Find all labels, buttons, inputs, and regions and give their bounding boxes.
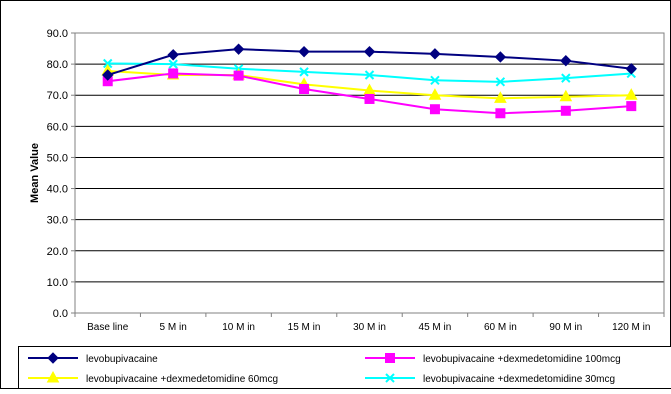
y-tick-label: 30.0 [47, 215, 68, 227]
legend: levobupivacaine levobupivacaine +dexmedet… [19, 347, 671, 389]
x-tick-label: 120 M in [612, 322, 650, 333]
legend-label: levobupivacaine [86, 354, 158, 365]
x-tick-label: 15 M in [288, 322, 321, 333]
data-point [496, 109, 505, 118]
legend-marker [386, 354, 395, 363]
legend-label: levobupivacaine +dexmedetomidine 30mcg [423, 374, 615, 385]
y-axis-label: Mean Value [29, 143, 41, 203]
data-point [561, 106, 570, 115]
x-tick-label: 60 M in [484, 322, 517, 333]
y-tick-label: 0.0 [53, 308, 68, 320]
data-point [169, 69, 178, 78]
x-tick-label: 5 M in [160, 322, 187, 333]
y-tick-label: 80.0 [47, 59, 68, 71]
y-tick-label: 40.0 [47, 184, 68, 196]
x-tick-label: Base line [87, 322, 129, 333]
legend-label: levobupivacaine +dexmedetomidine 100mcg [423, 354, 621, 365]
y-tick-label: 50.0 [47, 152, 68, 164]
y-tick-label: 60.0 [47, 121, 68, 133]
data-point [365, 94, 374, 103]
data-point [300, 85, 309, 94]
x-tick-label: 45 M in [419, 322, 452, 333]
y-tick-label: 10.0 [47, 277, 68, 289]
x-tick-label: 10 M in [222, 322, 255, 333]
y-tick-label: 20.0 [47, 246, 68, 258]
data-point [234, 71, 243, 80]
x-tick-label: 90 M in [549, 322, 582, 333]
data-point [430, 105, 439, 114]
legend-label: levobupivacaine +dexmedetomidine 60mcg [86, 374, 278, 385]
x-tick-label: 30 M in [353, 322, 386, 333]
y-tick-label: 90.0 [47, 28, 68, 40]
y-tick-label: 70.0 [47, 90, 68, 102]
data-point [627, 102, 636, 111]
